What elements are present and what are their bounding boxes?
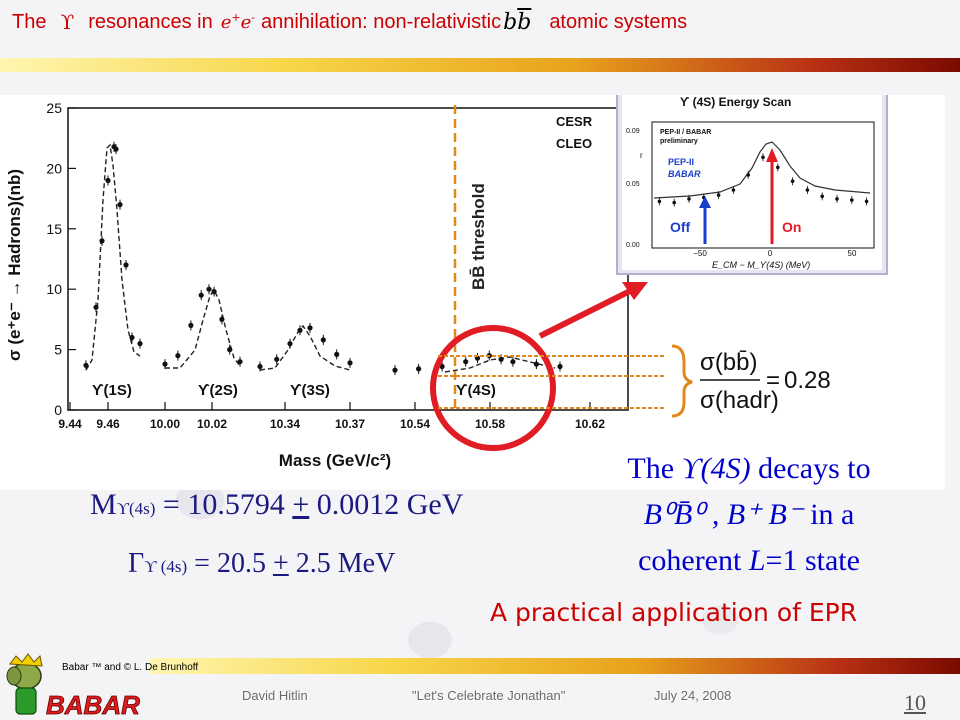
ratio-equals: = xyxy=(766,367,780,394)
bb-threshold-label: BB̄ threshold xyxy=(469,183,488,290)
title-bb: bb xyxy=(503,9,532,35)
title-upsilon: ϒ xyxy=(60,10,75,34)
main-plot-frame xyxy=(67,107,629,411)
elephant-ear xyxy=(6,666,22,686)
ratio-value: 0.28 xyxy=(784,367,831,394)
inset-ytick-3: 0.00 xyxy=(626,242,640,249)
peak-label-4s: ϒ(4S) xyxy=(456,382,496,399)
y-tick-label: 20 xyxy=(46,160,62,176)
gamma-symbol: Γ xyxy=(128,548,145,579)
on-arrow-head xyxy=(766,148,778,162)
inset-note-1: PEP-II / BABAR xyxy=(660,129,711,136)
cleo-label: CLEO xyxy=(556,136,592,151)
x-tick-label: 10.37 xyxy=(335,417,365,431)
title-part-4: atomic systems xyxy=(549,10,688,33)
main-x-label: Mass (GeV/c²) xyxy=(279,451,391,470)
footer-date: July 24, 2008 xyxy=(654,688,732,703)
peak-1s-fit xyxy=(85,143,141,371)
x-tick-label: 9.46 xyxy=(96,417,120,431)
mass-value: = 10.5794 xyxy=(162,488,285,521)
inset-ytick-2: 0.05 xyxy=(626,181,640,188)
page-number: 10 xyxy=(904,690,926,715)
inset-fit-curve xyxy=(653,141,871,199)
main-data-points xyxy=(83,141,563,376)
inset-y-label: r xyxy=(640,151,643,160)
ratio-numerator: σ(bb̄) xyxy=(700,349,758,376)
mass-error: 0.0012 GeV xyxy=(316,488,464,521)
decay-line-3: coherent L=1 state xyxy=(638,544,860,577)
plot-panel: 0 5 10 15 20 25 9.44 9.46 10.00 10.02 10.34 10.37 1… xyxy=(0,83,945,490)
inset-legend-1: PEP-II xyxy=(668,157,694,167)
highlight-circle xyxy=(430,325,556,451)
x-tick-label: 10.54 xyxy=(400,417,430,431)
gamma-subscript: ϒ (4s) xyxy=(144,557,188,576)
babar-logo-text: BABAR xyxy=(46,690,140,720)
mass-pm: + xyxy=(292,488,310,521)
main-x-ticks: 9.44 9.46 10.00 10.02 10.34 10.37 10.54 10.58 10… xyxy=(58,402,605,431)
elephant-suit xyxy=(15,687,37,715)
title-part-3: annihilation: non-relativistic xyxy=(260,10,502,33)
peak-3s-fit xyxy=(259,324,351,371)
inset-xtick-3: 50 xyxy=(848,249,857,258)
x-tick-label: 10.62 xyxy=(575,417,605,431)
epr-statement: A practical application of EPR xyxy=(490,598,858,627)
x-tick-label: 10.02 xyxy=(197,417,227,431)
title-part-1: The xyxy=(12,10,47,33)
crown-icon xyxy=(9,653,43,667)
mass-subscript: ϒ(4s) xyxy=(116,499,156,518)
highlight-arrow xyxy=(538,287,634,339)
inset-data-points xyxy=(657,153,869,207)
title-ee: e+e- xyxy=(220,11,255,33)
cesr-label: CESR xyxy=(556,114,593,129)
inset-legend-2: BABAR xyxy=(668,169,701,179)
inset-background xyxy=(622,90,882,270)
width-result: Γϒ (4s) = 20.5 + 2.5 MeV xyxy=(128,548,395,580)
decay-line-1: The ϒ(4S) decays to xyxy=(627,452,871,485)
peak-label-1s: ϒ(1S) xyxy=(92,382,132,399)
mass-result: Mϒ(4s) = 10.5794 + 0.0012 GeV xyxy=(90,488,463,522)
babar-logo: BABAR xyxy=(6,653,141,720)
decay-statement: The ϒ(4S) decays to B⁰B̄⁰ , B⁺ B⁻ in a c… xyxy=(604,446,894,584)
top-stripe xyxy=(0,58,960,72)
y-tick-label: 15 xyxy=(46,221,62,237)
off-arrow-head xyxy=(699,196,711,208)
gamma-pm: + xyxy=(272,548,289,579)
main-y-ticks: 0 5 10 15 20 25 xyxy=(46,100,76,418)
orange-brace xyxy=(671,344,693,418)
title-part-2: resonances in xyxy=(88,10,213,33)
inset-title: ϒ (4S) Energy Scan xyxy=(680,95,791,109)
mass-symbol: M xyxy=(90,488,117,521)
x-tick-label: 10.34 xyxy=(270,417,300,431)
x-tick-label: 10.00 xyxy=(150,417,180,431)
footer-event: "Let's Celebrate Jonathan" xyxy=(412,688,566,703)
inset-axes xyxy=(651,121,875,249)
on-label: On xyxy=(782,219,801,235)
y-tick-label: 0 xyxy=(54,402,62,418)
footer-author: David Hitlin xyxy=(242,688,308,703)
inset-ytick-1: 0.09 xyxy=(626,128,640,135)
bottom-stripe xyxy=(150,658,960,674)
x-tick-label: 10.58 xyxy=(475,417,505,431)
inset-xtick-2: 0 xyxy=(768,249,773,258)
slide-title: The ϒ resonances in e+e- annihilation: n… xyxy=(0,0,960,44)
peak-label-3s: ϒ(3S) xyxy=(290,382,330,399)
gamma-value: = 20.5 xyxy=(194,548,266,579)
y-tick-label: 10 xyxy=(46,281,62,297)
gamma-error: 2.5 MeV xyxy=(295,548,396,579)
inset-note-2: preliminary xyxy=(660,138,698,145)
decay-line-2: B⁰B̄⁰ , B⁺ B⁻ in a xyxy=(643,498,855,531)
main-y-label: σ (e⁺e⁻ → Hadrons)(nb) xyxy=(5,169,24,361)
y-tick-label: 5 xyxy=(54,342,62,358)
inset-x-label: E_CM − M_ϒ(4S) (MeV) xyxy=(712,260,810,270)
off-label: Off xyxy=(670,219,691,235)
y-tick-label: 25 xyxy=(46,100,62,116)
x-tick-label: 9.44 xyxy=(58,417,82,431)
credit-text: Babar ™ and © L. De Brunhoff xyxy=(62,662,199,673)
inset-xtick-1: −50 xyxy=(693,249,707,258)
peak-label-2s: ϒ(2S) xyxy=(198,382,238,399)
highlight-arrow-head xyxy=(622,282,648,300)
plot-svg: 0 5 10 15 20 25 9.44 9.46 10.00 10.02 10.34 10.37 1… xyxy=(5,83,888,470)
ratio-denominator: σ(hadr) xyxy=(700,387,779,414)
